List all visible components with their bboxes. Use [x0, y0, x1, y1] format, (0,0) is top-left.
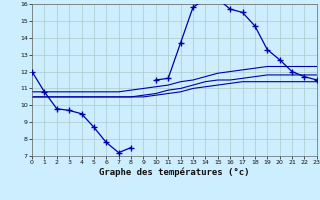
X-axis label: Graphe des températures (°c): Graphe des températures (°c) [99, 168, 250, 177]
